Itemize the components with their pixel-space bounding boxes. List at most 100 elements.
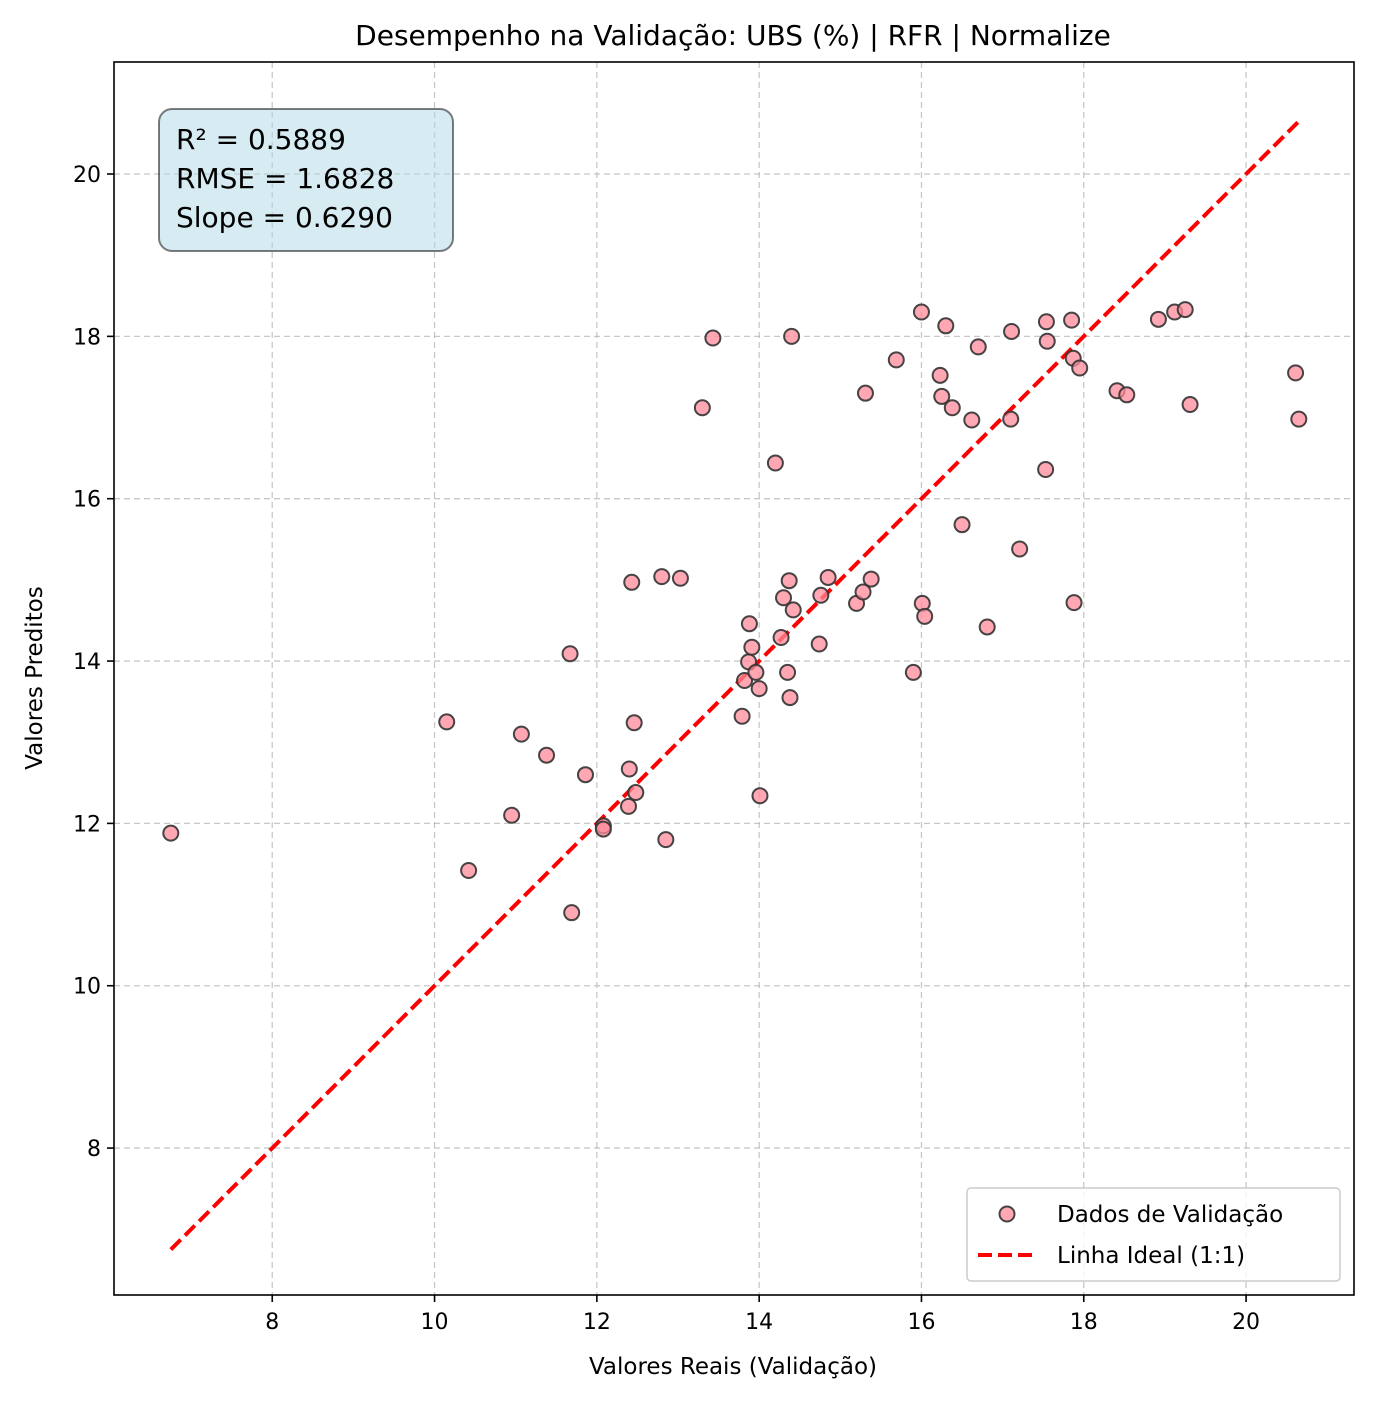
grid xyxy=(114,62,1354,1295)
scatter-point xyxy=(751,787,769,805)
legend: Dados de Validação Linha Ideal (1:1) xyxy=(966,1187,1341,1282)
y-tick-label: 20 xyxy=(73,163,101,188)
legend-label-ideal-line: Linha Ideal (1:1) xyxy=(1057,1243,1245,1269)
scatter-point xyxy=(627,784,645,802)
x-tick-label: 10 xyxy=(421,1310,449,1335)
scatter-point xyxy=(784,601,802,619)
scatter-point xyxy=(775,589,793,607)
stats-box: R² = 0.5889 RMSE = 1.6828 Slope = 0.6290 xyxy=(158,108,454,252)
scatter-point xyxy=(460,861,478,879)
scatter-point xyxy=(594,820,612,838)
x-tick-label: 20 xyxy=(1232,1310,1260,1335)
scatter-point xyxy=(887,351,905,369)
scatter-point xyxy=(740,615,758,633)
scatter-point xyxy=(931,366,949,384)
scatter-point xyxy=(576,766,594,784)
scatter-point xyxy=(1037,460,1055,478)
scatter-point xyxy=(653,568,671,586)
scatter-point xyxy=(933,387,951,405)
x-tick-label: 8 xyxy=(265,1310,279,1335)
scatter-point xyxy=(1118,386,1136,404)
scatter-point xyxy=(747,663,765,681)
scatter-point xyxy=(512,725,530,743)
legend-label-scatter: Dados de Validação xyxy=(1057,1202,1283,1228)
scatter-point xyxy=(671,569,689,587)
x-axis-ticks: 8 10 12 14 16 18 20 xyxy=(265,1295,1260,1335)
y-axis-ticks: 8 10 12 14 16 18 20 xyxy=(73,163,114,1162)
scatter-point xyxy=(162,824,180,842)
scatter-point xyxy=(1071,359,1089,377)
scatter-point xyxy=(781,689,799,707)
scatter-point xyxy=(1063,311,1081,329)
scatter-point xyxy=(862,570,880,588)
scatter-point xyxy=(953,516,971,534)
scatter-points xyxy=(162,301,1308,922)
scatter-point xyxy=(1290,410,1308,428)
scatter-point xyxy=(780,572,798,590)
scatter-point xyxy=(438,713,456,731)
scatter-point xyxy=(969,338,987,356)
scatter-point xyxy=(736,672,754,690)
x-tick-label: 16 xyxy=(907,1310,935,1335)
scatter-point xyxy=(750,680,768,698)
scatter-point xyxy=(904,663,922,681)
y-tick-label: 16 xyxy=(73,488,101,513)
scatter-point xyxy=(657,831,675,849)
y-tick-label: 10 xyxy=(73,975,101,1000)
scatter-point xyxy=(1176,301,1194,319)
y-tick-label: 12 xyxy=(73,812,101,837)
scatter-point xyxy=(812,586,830,604)
scatter-point xyxy=(856,384,874,402)
scatter-point xyxy=(937,317,955,335)
scatter-point xyxy=(1038,332,1056,350)
scatter-point xyxy=(1065,594,1083,612)
scatter-point xyxy=(766,454,784,472)
plot-frame xyxy=(113,61,1355,1296)
ideal-line xyxy=(169,119,1301,1251)
y-axis-label: Valores Preditos xyxy=(22,586,48,770)
chart-title: Desempenho na Validação: UBS (%) | RFR |… xyxy=(355,19,1111,52)
scatter-point xyxy=(503,806,521,824)
scatter-point xyxy=(1003,322,1021,340)
x-tick-label: 18 xyxy=(1070,1310,1098,1335)
y-tick-label: 18 xyxy=(73,325,101,350)
y-tick-label: 14 xyxy=(73,650,101,675)
stats-r2: R² = 0.5889 xyxy=(176,123,346,156)
scatter-point xyxy=(1149,310,1167,328)
scatter-point xyxy=(978,618,996,636)
scatter-point xyxy=(783,327,801,345)
y-tick-label: 8 xyxy=(87,1137,101,1162)
stats-rmse: RMSE = 1.6828 xyxy=(176,162,394,195)
ideal-line-layer xyxy=(169,119,1301,1251)
scatter-point xyxy=(779,663,797,681)
scatter-point xyxy=(819,568,837,586)
scatter-point xyxy=(916,607,934,625)
scatter-point xyxy=(1002,410,1020,428)
scatter-point xyxy=(1011,540,1029,558)
scatter-point xyxy=(943,399,961,417)
scatter-point xyxy=(563,904,581,922)
stats-slope: Slope = 0.6290 xyxy=(176,201,393,234)
x-axis-label: Valores Reais (Validação) xyxy=(589,1354,877,1380)
scatter-point xyxy=(810,635,828,653)
scatter-point xyxy=(743,638,761,656)
stats-box-background xyxy=(158,108,454,252)
scatter-point xyxy=(963,411,981,429)
scatter-point xyxy=(561,645,579,663)
scatter-point xyxy=(693,399,711,417)
scatter-point xyxy=(1287,364,1305,382)
x-tick-label: 14 xyxy=(745,1310,773,1335)
scatter-point xyxy=(704,329,722,347)
scatter-point xyxy=(625,714,643,732)
scatter-point xyxy=(1037,313,1055,331)
scatter-point xyxy=(1181,396,1199,414)
scatter-point xyxy=(733,707,751,725)
scatter-point xyxy=(772,629,790,647)
scatter-point xyxy=(854,583,872,601)
x-tick-label: 12 xyxy=(583,1310,611,1335)
scatter-point xyxy=(620,760,638,778)
legend-frame xyxy=(966,1187,1341,1282)
scatter-point xyxy=(538,746,556,764)
scatter-point xyxy=(912,303,930,321)
